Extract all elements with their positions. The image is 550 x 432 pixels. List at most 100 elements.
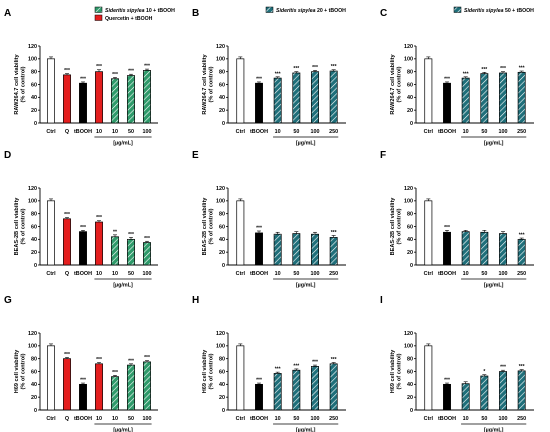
y-tick-label: 80 xyxy=(219,70,225,76)
bar xyxy=(273,77,282,124)
category-label: 10 xyxy=(112,271,118,277)
category-label: 50 xyxy=(481,416,487,422)
y-axis-label-line: BEAS-2B cell viability xyxy=(390,197,396,256)
y-tick-label: 120 xyxy=(216,44,225,50)
category-label: 10 xyxy=(96,416,102,422)
y-axis-label: BEAS-2B cell viability(% of control) xyxy=(390,197,403,256)
y-tick-label: 40 xyxy=(219,382,225,388)
y-axis-label-line: (% of control) xyxy=(209,66,215,102)
y-axis-label-line: RAW264.7 cell viability xyxy=(14,53,20,114)
bar xyxy=(329,237,338,266)
unit-label: [µg/mL] xyxy=(113,141,133,147)
y-tick-label: 40 xyxy=(407,95,413,101)
significance-label: *** xyxy=(481,67,487,73)
bar xyxy=(480,375,489,411)
bar xyxy=(329,363,338,411)
legend-swatch xyxy=(94,14,103,21)
y-axis-label-line: (% of control) xyxy=(209,208,215,244)
category-label: 250 xyxy=(329,129,338,135)
significance-label: *** xyxy=(96,64,102,70)
significance-label: *** xyxy=(96,357,102,363)
y-tick-label: 20 xyxy=(219,250,225,256)
category-label: 100 xyxy=(499,271,508,277)
legend-label: Quercetin + tBOOH xyxy=(105,16,153,22)
significance-label: *** xyxy=(144,355,150,361)
category-label: 250 xyxy=(329,416,338,422)
legend-label-italic: Sideritis sipylea xyxy=(276,8,316,14)
bar xyxy=(311,233,319,266)
category-label: 250 xyxy=(517,271,526,277)
legend-label-italic: Sideritis sipylea xyxy=(464,8,504,14)
y-tick-label: 80 xyxy=(31,212,37,218)
chart-panel-G: G H69 cell viability(% of control) 0 20 40 60… xyxy=(4,295,158,432)
significance-label: *** xyxy=(144,64,150,70)
significance-label: *** xyxy=(331,64,337,70)
bar xyxy=(63,74,71,124)
category-label: 250 xyxy=(517,129,526,135)
category-label: Ctrl xyxy=(46,271,56,277)
bar xyxy=(461,231,470,266)
category-label: 100 xyxy=(499,129,508,135)
y-tick-label: 0 xyxy=(410,263,413,269)
bar xyxy=(47,345,55,411)
y-tick-label: 100 xyxy=(404,344,413,350)
significance-label: *** xyxy=(112,72,118,78)
y-tick-label: 80 xyxy=(407,212,413,218)
category-label: 50 xyxy=(128,129,134,135)
y-axis-label: RAW264.7 cell viability(% of control) xyxy=(202,53,215,114)
panel-label: B xyxy=(192,8,199,19)
bar xyxy=(517,370,526,411)
category-label: 10 xyxy=(112,129,118,135)
category-label: 50 xyxy=(293,416,299,422)
y-tick-label: 100 xyxy=(28,57,37,63)
unit-label: [µg/mL] xyxy=(484,428,504,432)
category-label: Ctrl xyxy=(236,416,246,422)
category-label: Ctrl xyxy=(424,271,434,277)
bar xyxy=(79,82,87,124)
significance-label: *** xyxy=(256,378,262,384)
category-label: 100 xyxy=(311,271,320,277)
category-label: 10 xyxy=(112,416,118,422)
significance-label: *** xyxy=(444,378,450,384)
legend-label-rest: 10 + tBOOH xyxy=(145,8,176,14)
y-tick-label: 80 xyxy=(31,70,37,76)
category-label: Ctrl xyxy=(424,129,434,135)
y-axis-label: BEAS-2B cell viability(% of control) xyxy=(202,197,215,256)
y-tick-label: 20 xyxy=(31,250,37,256)
y-tick-label: 80 xyxy=(31,357,37,363)
significance-label: *** xyxy=(275,71,281,77)
significance-label: *** xyxy=(331,230,337,236)
y-tick-label: 0 xyxy=(34,408,37,414)
category-label: tBOOH xyxy=(438,271,456,277)
y-tick-label: 0 xyxy=(410,408,413,414)
category-label: 100 xyxy=(143,416,152,422)
bar xyxy=(480,231,489,266)
y-tick-label: 60 xyxy=(219,369,225,375)
legend-label-rest: 50 + tBOOH xyxy=(504,8,535,14)
y-tick-label: 40 xyxy=(219,237,225,243)
y-tick-label: 40 xyxy=(31,237,37,243)
category-label: Q xyxy=(65,416,69,422)
bar xyxy=(143,361,151,411)
legend-swatch xyxy=(453,6,462,13)
significance-label: *** xyxy=(312,360,318,366)
y-tick-label: 100 xyxy=(216,199,225,205)
y-axis-label-line: BEAS-2B cell viability xyxy=(14,197,20,256)
chart-panel-A: A RAW264.7 cell viability(% of control) 0 2… xyxy=(4,6,176,147)
y-axis-label: RAW264.7 cell viability(% of control) xyxy=(390,53,403,114)
bar xyxy=(95,363,103,411)
bar xyxy=(127,364,135,411)
category-label: 100 xyxy=(143,271,152,277)
category-label: tBOOH xyxy=(438,416,456,422)
y-axis-label: H69 cell viability(% of control) xyxy=(202,349,215,393)
category-label: tBOOH xyxy=(74,129,92,135)
bar xyxy=(111,376,119,411)
bar xyxy=(443,383,451,411)
bar xyxy=(443,82,451,124)
y-tick-label: 120 xyxy=(404,186,413,192)
category-label: 10 xyxy=(275,271,281,277)
significance-label: *** xyxy=(293,363,299,369)
significance-label: *** xyxy=(444,225,450,231)
bar xyxy=(292,72,301,124)
bar xyxy=(79,231,87,266)
